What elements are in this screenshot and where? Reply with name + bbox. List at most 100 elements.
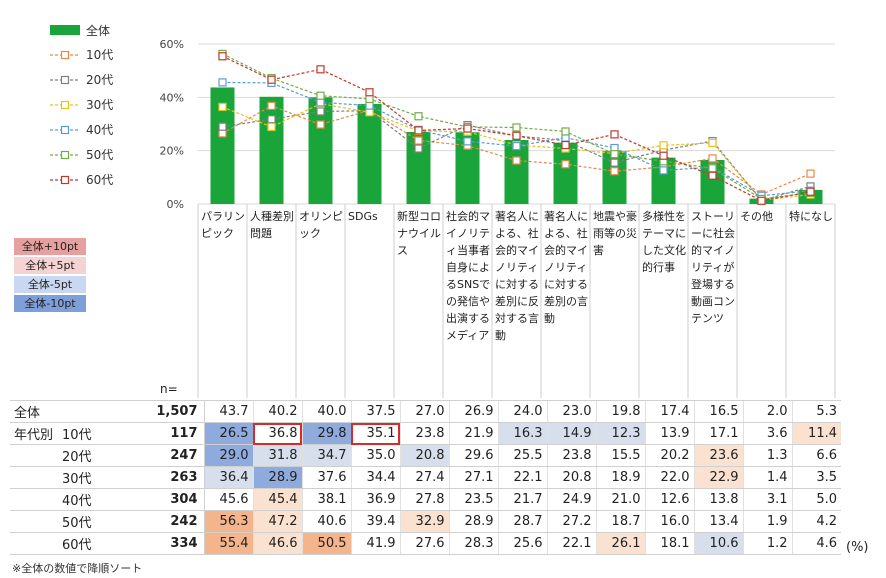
table-cell: 27.2: [546, 510, 596, 533]
table-cell: 16.3: [497, 422, 547, 445]
table-cell: 13.8: [693, 488, 743, 511]
table-cell: 21.0: [595, 488, 645, 511]
table-cell: 1.4: [742, 466, 792, 489]
table-cell: 27.6: [399, 532, 449, 555]
legend-label: 60代: [86, 173, 113, 187]
series-marker: [365, 101, 374, 110]
table-cell: 50.5: [301, 532, 351, 555]
table-cell: 5.3: [791, 400, 841, 423]
color-key-item: 全体-10pt: [14, 295, 86, 312]
table-cell: 20.8: [399, 444, 449, 467]
table-cell: 40.0: [301, 400, 351, 423]
table-cell: 32.9: [399, 510, 449, 533]
category-label: 特になし: [789, 210, 833, 223]
sample-size: 1,507: [120, 400, 205, 423]
legend-label: 40代: [86, 123, 113, 137]
series-marker: [218, 52, 227, 61]
table-cell: 28.9: [252, 466, 302, 489]
table-cell: 29.6: [448, 444, 498, 467]
table-cell: 41.9: [350, 532, 400, 555]
table-cell: 45.6: [203, 488, 253, 511]
table-cell: 3.6: [742, 422, 792, 445]
y-tick-label: 60%: [160, 38, 184, 51]
series-marker: [316, 98, 325, 107]
series-marker: [610, 150, 619, 159]
series-marker: [757, 196, 766, 205]
table-cell: 26.9: [448, 400, 498, 423]
series-marker: [218, 129, 227, 138]
data-table: 全体 1,507 43.7 40.2 40.0 37.5 27.0 26.9 24.0 23.0 1…: [10, 400, 841, 555]
row-label: 年代別 10代: [10, 422, 120, 445]
category-label: ストーリーに社会的マイノリティが登場する動画コンテンツ: [691, 210, 735, 325]
category-label: 人種差別問題: [250, 210, 294, 240]
legend-label: 50代: [86, 148, 113, 162]
table-cell: 17.4: [644, 400, 694, 423]
table-cell: 37.6: [301, 466, 351, 489]
series-marker: [218, 122, 227, 131]
table-cell: 26.1: [595, 532, 645, 555]
y-tick-label: 20%: [160, 145, 184, 158]
table-cell: 3.5: [791, 466, 841, 489]
category-label: SDGs: [348, 210, 378, 223]
sample-size: 334: [120, 532, 205, 555]
table-cell: 40.2: [252, 400, 302, 423]
n-header: n=: [160, 382, 178, 396]
category-label: 著名人による、社会的マイノリティに対する差別の言動: [544, 210, 588, 325]
legend-marker: [60, 125, 70, 135]
table-cell: 11.4: [791, 422, 841, 445]
table-cell: 21.9: [448, 422, 498, 445]
category-label: オリンピック: [299, 210, 343, 240]
row-label: 50代: [10, 510, 120, 533]
table-cell: 22.9: [693, 466, 743, 489]
bar: [504, 140, 529, 204]
legend-label: 20代: [86, 73, 113, 87]
table-cell: 22.0: [644, 466, 694, 489]
series-marker: [708, 171, 717, 180]
table-cell: 13.4: [693, 510, 743, 533]
table-cell: 1.3: [742, 444, 792, 467]
y-tick-label: 0%: [167, 198, 184, 211]
unit-label: (%): [846, 540, 869, 555]
table-cell: 55.4: [203, 532, 253, 555]
series-marker: [414, 126, 423, 135]
table-cell: 15.5: [595, 444, 645, 467]
series-marker: [316, 65, 325, 74]
table-cell: 25.5: [497, 444, 547, 467]
series-marker: [708, 138, 717, 148]
row-label: 30代: [10, 466, 120, 489]
sample-size: 117: [120, 422, 205, 445]
row-label: 全体: [10, 400, 120, 423]
table-cell: 29.8: [301, 422, 351, 445]
series-marker: [365, 108, 374, 117]
table-cell: 36.4: [203, 466, 253, 489]
table-cell: 16.5: [693, 400, 743, 423]
table-cell: 56.3: [203, 510, 253, 533]
table-cell: 4.2: [791, 510, 841, 533]
color-key-item: 全体+5pt: [14, 257, 86, 274]
table-cell: 23.6: [693, 444, 743, 467]
table-row: 60代 334 55.4 46.6 50.5 41.9 27.6 28.3 25.6 22.1 26…: [10, 532, 841, 555]
table-cell: 10.6: [693, 532, 743, 555]
chart-area: 60% 40% 20% 0% 全体 10代 20代 30代 40代 50代 60代: [50, 23, 836, 398]
series-marker: [316, 107, 325, 116]
series-marker: [512, 142, 521, 151]
table-cell: 37.5: [350, 400, 400, 423]
series-marker: [365, 88, 374, 97]
table-cell: 35.1: [350, 422, 400, 445]
bar: [357, 104, 382, 204]
table-cell: 27.8: [399, 488, 449, 511]
table-cell: 12.6: [644, 488, 694, 511]
table-cell: 38.1: [301, 488, 351, 511]
series-marker: [218, 78, 227, 87]
series-marker: [267, 122, 276, 132]
table-cell: 26.5: [203, 422, 253, 445]
series-marker: [463, 137, 472, 146]
series-marker: [610, 167, 619, 176]
bar: [553, 142, 578, 204]
table-cell: 25.6: [497, 532, 547, 555]
table-cell: 23.8: [399, 422, 449, 445]
series-marker: [512, 156, 521, 165]
table-cell: 16.0: [644, 510, 694, 533]
table-cell: 23.5: [448, 488, 498, 511]
table-cell: 3.1: [742, 488, 792, 511]
